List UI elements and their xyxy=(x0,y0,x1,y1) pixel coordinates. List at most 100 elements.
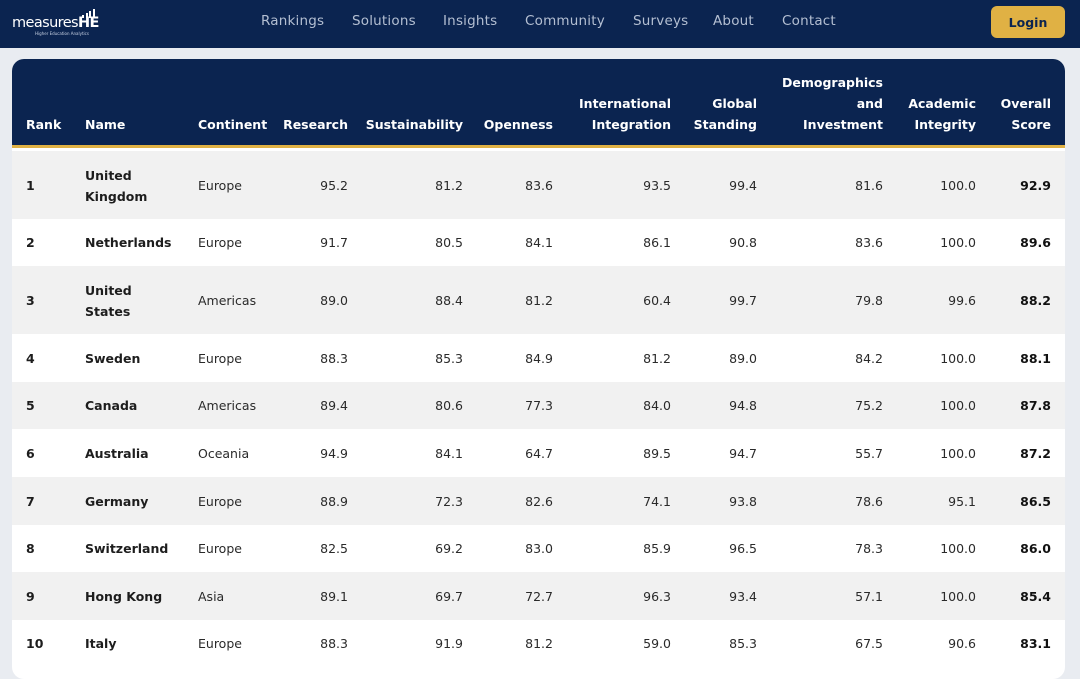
cell-research: 89.0 xyxy=(320,293,348,308)
cell-demographics: 55.7 xyxy=(855,446,883,461)
header-research[interactable]: Research xyxy=(283,117,348,132)
cell-overall: 86.0 xyxy=(1020,541,1051,556)
cell-name-line2: States xyxy=(85,304,131,319)
table-row[interactable]: 8 Switzerland Europe 82.5 69.2 83.0 85.9 96.5 78… xyxy=(12,525,1065,572)
cell-openness: 81.2 xyxy=(525,636,553,651)
table-row[interactable]: 3 United States Americas 89.0 88.4 81.2 60.4 99.… xyxy=(12,266,1065,334)
cell-openness: 84.1 xyxy=(525,235,553,250)
header-sustainability[interactable]: Sustainability xyxy=(365,117,463,132)
cell-name: Australia xyxy=(85,446,149,461)
table-row[interactable]: 1 United Kingdom Europe 95.2 81.2 83.6 93.5 99.4… xyxy=(12,151,1065,219)
table-header: Rank Name Continent Research Sustainabil… xyxy=(12,59,1065,148)
nav-community[interactable]: Community xyxy=(525,13,605,29)
cell-academic: 99.6 xyxy=(948,293,976,308)
cell-name: Italy xyxy=(85,636,117,651)
cell-academic: 95.1 xyxy=(948,494,976,509)
cell-demographics: 67.5 xyxy=(855,636,883,651)
cell-continent: Americas xyxy=(198,398,257,413)
table-row[interactable]: 4 Sweden Europe 88.3 85.3 84.9 81.2 89.0 84.2 100… xyxy=(12,334,1065,382)
table-row[interactable]: 10 Italy Europe 88.3 91.9 81.2 59.0 85.3 67.5 90.… xyxy=(12,620,1065,667)
cell-rank: 8 xyxy=(26,541,35,556)
cell-overall: 86.5 xyxy=(1020,494,1051,509)
table-row[interactable]: 9 Hong Kong Asia 89.1 69.7 72.7 96.3 93.4 57.1 10… xyxy=(12,572,1065,620)
cell-rank: 1 xyxy=(26,178,35,193)
header-name[interactable]: Name xyxy=(85,117,126,132)
cell-overall: 83.1 xyxy=(1020,636,1051,651)
cell-demographics: 83.6 xyxy=(855,235,883,250)
cell-overall: 88.1 xyxy=(1020,351,1051,366)
cell-global: 99.7 xyxy=(729,293,757,308)
cell-research: 88.3 xyxy=(320,351,348,366)
cell-academic: 100.0 xyxy=(940,235,976,250)
header-rank[interactable]: Rank xyxy=(26,117,62,132)
nav-insights[interactable]: Insights xyxy=(443,13,498,29)
cell-research: 89.1 xyxy=(320,589,348,604)
cell-sustainability: 81.2 xyxy=(435,178,463,193)
cell-global: 93.4 xyxy=(729,589,757,604)
cell-sustainability: 80.6 xyxy=(435,398,463,413)
cell-rank: 9 xyxy=(26,589,35,604)
cell-global: 93.8 xyxy=(729,494,757,509)
cell-demographics: 81.6 xyxy=(855,178,883,193)
cell-research: 82.5 xyxy=(320,541,348,556)
cell-continent: Asia xyxy=(198,589,225,604)
cell-overall: 87.2 xyxy=(1020,446,1051,461)
cell-name: Switzerland xyxy=(85,541,169,556)
table-row[interactable]: 2 Netherlands Europe 91.7 80.5 84.1 86.1 90.8 83… xyxy=(12,219,1065,266)
cell-academic: 100.0 xyxy=(940,589,976,604)
cell-academic: 100.0 xyxy=(940,351,976,366)
brand-logo[interactable]: measuresHE Higher Education Analytics xyxy=(12,9,102,38)
cell-academic: 100.0 xyxy=(940,398,976,413)
cell-rank: 5 xyxy=(26,398,35,413)
header-international-line1: International xyxy=(579,96,671,111)
cell-global: 96.5 xyxy=(729,541,757,556)
login-button[interactable]: Login xyxy=(991,6,1065,38)
cell-sustainability: 80.5 xyxy=(435,235,463,250)
cell-rank: 7 xyxy=(26,494,35,509)
nav-surveys[interactable]: Surveys xyxy=(633,13,689,29)
nav-about[interactable]: About xyxy=(713,13,754,29)
cell-continent: Americas xyxy=(198,293,257,308)
cell-international: 89.5 xyxy=(643,446,671,461)
cell-sustainability: 84.1 xyxy=(435,446,463,461)
header-demographics-line1: Demographics xyxy=(782,75,883,90)
cell-name: Hong Kong xyxy=(85,589,163,604)
cell-sustainability: 85.3 xyxy=(435,351,463,366)
cell-continent: Europe xyxy=(198,494,242,509)
cell-research: 95.2 xyxy=(320,178,348,193)
table-row[interactable]: 5 Canada Americas 89.4 80.6 77.3 84.0 94.8 75.2 1… xyxy=(12,382,1065,429)
cell-rank: 10 xyxy=(26,636,44,651)
header-demographics-line3: Investment xyxy=(803,117,883,132)
cell-global: 85.3 xyxy=(729,636,757,651)
cell-continent: Europe xyxy=(198,541,242,556)
main-nav: Rankings Solutions Insights Community Su… xyxy=(0,0,1080,48)
bar-chart-icon xyxy=(82,9,98,18)
cell-global: 90.8 xyxy=(729,235,757,250)
cell-research: 91.7 xyxy=(320,235,348,250)
cell-sustainability: 91.9 xyxy=(435,636,463,651)
cell-global: 89.0 xyxy=(729,351,757,366)
cell-name: Canada xyxy=(85,398,138,413)
cell-name-line1: United xyxy=(85,168,132,183)
header-openness[interactable]: Openness xyxy=(483,117,553,132)
cell-overall: 85.4 xyxy=(1020,589,1051,604)
cell-openness: 81.2 xyxy=(525,293,553,308)
header-continent[interactable]: Continent xyxy=(198,117,268,132)
cell-global: 99.4 xyxy=(729,178,757,193)
cell-openness: 72.7 xyxy=(525,589,553,604)
nav-rankings[interactable]: Rankings xyxy=(261,13,325,29)
table-row[interactable]: 6 Australia Oceania 94.9 84.1 64.7 89.5 94.7 55.… xyxy=(12,429,1065,477)
cell-openness: 84.9 xyxy=(525,351,553,366)
rankings-table: Rank Name Continent Research Sustainabil… xyxy=(12,59,1065,679)
cell-name: Netherlands xyxy=(85,235,172,250)
brand-name-light: measures xyxy=(12,15,79,31)
cell-research: 88.9 xyxy=(320,494,348,509)
nav-contact[interactable]: Contact xyxy=(782,13,836,29)
nav-solutions[interactable]: Solutions xyxy=(352,13,416,29)
cell-rank: 3 xyxy=(26,293,35,308)
cell-academic: 100.0 xyxy=(940,446,976,461)
cell-continent: Oceania xyxy=(198,446,250,461)
table-row[interactable]: 7 Germany Europe 88.9 72.3 82.6 74.1 93.8 78.6 95… xyxy=(12,477,1065,525)
top-navbar: measuresHE Higher Education Analytics Ra… xyxy=(0,0,1080,48)
cell-continent: Europe xyxy=(198,235,242,250)
